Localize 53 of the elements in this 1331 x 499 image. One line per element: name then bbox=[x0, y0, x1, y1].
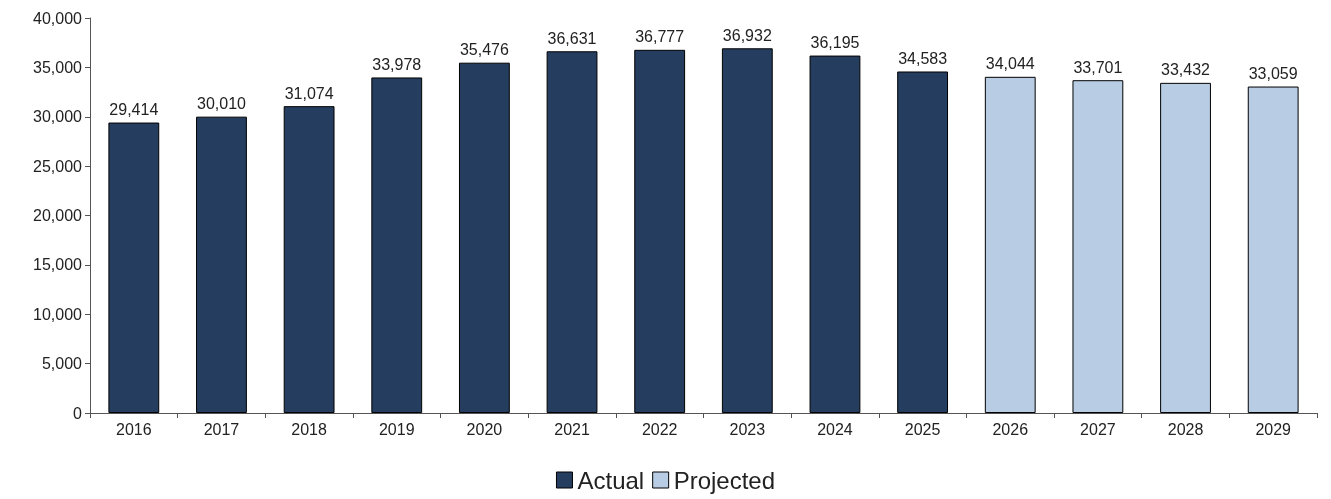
x-tick-label: 2025 bbox=[904, 420, 941, 438]
x-tick-label: 2026 bbox=[992, 420, 1029, 438]
data-label: 30,010 bbox=[197, 95, 247, 113]
bar bbox=[1247, 86, 1299, 413]
data-label: 36,195 bbox=[810, 34, 860, 52]
bar bbox=[546, 51, 598, 413]
y-tick-label: 30,000 bbox=[33, 108, 83, 126]
bar bbox=[809, 55, 861, 413]
x-tick-label: 2020 bbox=[466, 420, 503, 438]
x-tick-label: 2019 bbox=[378, 420, 415, 438]
bar bbox=[984, 76, 1036, 413]
data-label: 34,044 bbox=[985, 55, 1035, 73]
data-label: 33,978 bbox=[372, 55, 422, 73]
y-tick-label: 0 bbox=[73, 404, 83, 422]
x-tick-label: 2021 bbox=[554, 420, 590, 438]
bar bbox=[371, 77, 423, 413]
bar bbox=[634, 49, 686, 413]
bar bbox=[721, 48, 773, 413]
y-tick-label: 15,000 bbox=[33, 256, 83, 274]
bar bbox=[897, 71, 949, 413]
data-label: 36,631 bbox=[547, 29, 597, 47]
x-tick-label: 2024 bbox=[817, 420, 853, 438]
y-tick-label: 25,000 bbox=[33, 157, 83, 175]
bar bbox=[1160, 82, 1211, 413]
data-label: 33,432 bbox=[1161, 61, 1211, 79]
legend-label: Projected bbox=[673, 466, 776, 494]
data-label: 36,777 bbox=[635, 28, 685, 46]
data-label: 31,074 bbox=[284, 84, 334, 102]
y-tick-label: 20,000 bbox=[33, 207, 83, 224]
y-tick-label: 10,000 bbox=[33, 305, 83, 323]
x-tick-label: 2029 bbox=[1255, 420, 1292, 438]
x-tick-label: 2028 bbox=[1167, 420, 1204, 438]
data-label: 33,059 bbox=[1248, 65, 1298, 83]
bar bbox=[196, 116, 247, 413]
bar bbox=[108, 122, 160, 413]
legend-label: Actual bbox=[577, 466, 645, 494]
x-tick-label: 2018 bbox=[291, 420, 328, 438]
bar bbox=[458, 62, 510, 413]
data-label: 34,583 bbox=[898, 49, 948, 67]
data-label: 36,932 bbox=[722, 26, 772, 44]
x-tick-label: 2016 bbox=[116, 420, 152, 438]
x-tick-label: 2023 bbox=[729, 420, 766, 438]
bar bbox=[1072, 80, 1124, 413]
x-tick-label: 2017 bbox=[203, 420, 240, 438]
x-tick-label: 2022 bbox=[641, 420, 678, 438]
data-label: 33,701 bbox=[1073, 58, 1123, 76]
x-tick-label: 2027 bbox=[1080, 420, 1116, 438]
data-label: 35,476 bbox=[459, 41, 509, 59]
data-label: 29,414 bbox=[109, 101, 159, 119]
bar bbox=[283, 106, 335, 413]
y-tick-label: 40,000 bbox=[33, 9, 83, 27]
y-tick-label: 5,000 bbox=[41, 355, 83, 373]
y-tick-label: 35,000 bbox=[33, 58, 83, 76]
